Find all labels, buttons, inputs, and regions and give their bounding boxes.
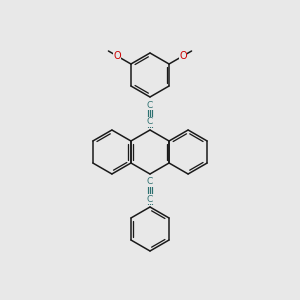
Text: O: O [113, 51, 121, 61]
Text: C: C [147, 100, 153, 109]
Text: O: O [179, 51, 187, 61]
Text: C: C [147, 194, 153, 203]
Text: C: C [147, 118, 153, 127]
Text: C: C [147, 178, 153, 187]
